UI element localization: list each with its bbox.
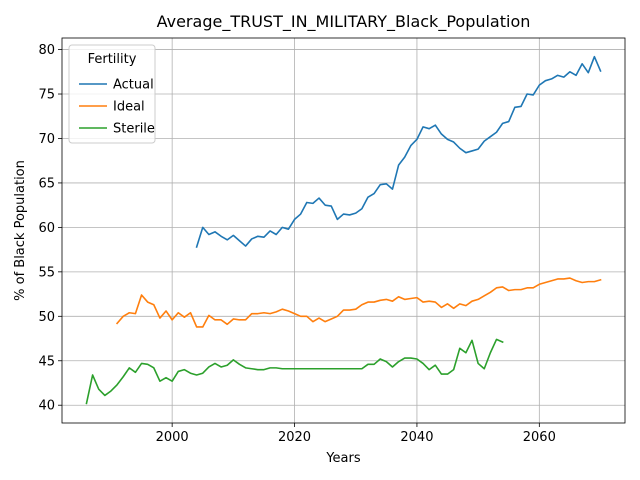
y-tick-label: 75 (38, 88, 55, 103)
x-tick-label: 2040 (400, 430, 433, 445)
legend-label-actual: Actual (113, 78, 154, 93)
y-tick-label: 50 (38, 310, 55, 325)
x-axis-label: Years (325, 451, 361, 466)
y-axis-ticks: 40 45 50 55 60 65 70 75 80 (38, 43, 62, 414)
series-line-ideal (115, 277, 602, 328)
y-tick-label: 80 (38, 43, 55, 58)
legend-box (68, 44, 156, 144)
plot-frame (61, 37, 626, 424)
series-line-actual (195, 55, 602, 248)
y-tick-label: 60 (38, 221, 55, 236)
y-tick-label: 70 (38, 132, 55, 147)
series-line-sterile (85, 338, 504, 405)
y-tick-label: 65 (38, 176, 55, 191)
series-lines (85, 55, 602, 405)
x-axis-ticks: 2000 2020 2040 2060 (156, 423, 556, 445)
y-tick-label: 45 (38, 354, 55, 369)
legend-label-ideal: Ideal (113, 100, 145, 115)
legend: Fertility Actual Ideal Sterile (68, 44, 156, 144)
x-tick-label: 2000 (156, 430, 189, 445)
x-tick-label: 2020 (278, 430, 311, 445)
y-axis-label: % of Black Population (13, 160, 28, 301)
grid (62, 38, 625, 423)
legend-title: Fertility (88, 52, 137, 67)
chart-title: Average_TRUST_IN_MILITARY_Black_Populati… (157, 12, 531, 32)
x-tick-label: 2060 (523, 430, 556, 445)
y-tick-label: 40 (38, 399, 55, 414)
y-tick-label: 55 (38, 265, 55, 280)
legend-label-sterile: Sterile (113, 122, 155, 137)
